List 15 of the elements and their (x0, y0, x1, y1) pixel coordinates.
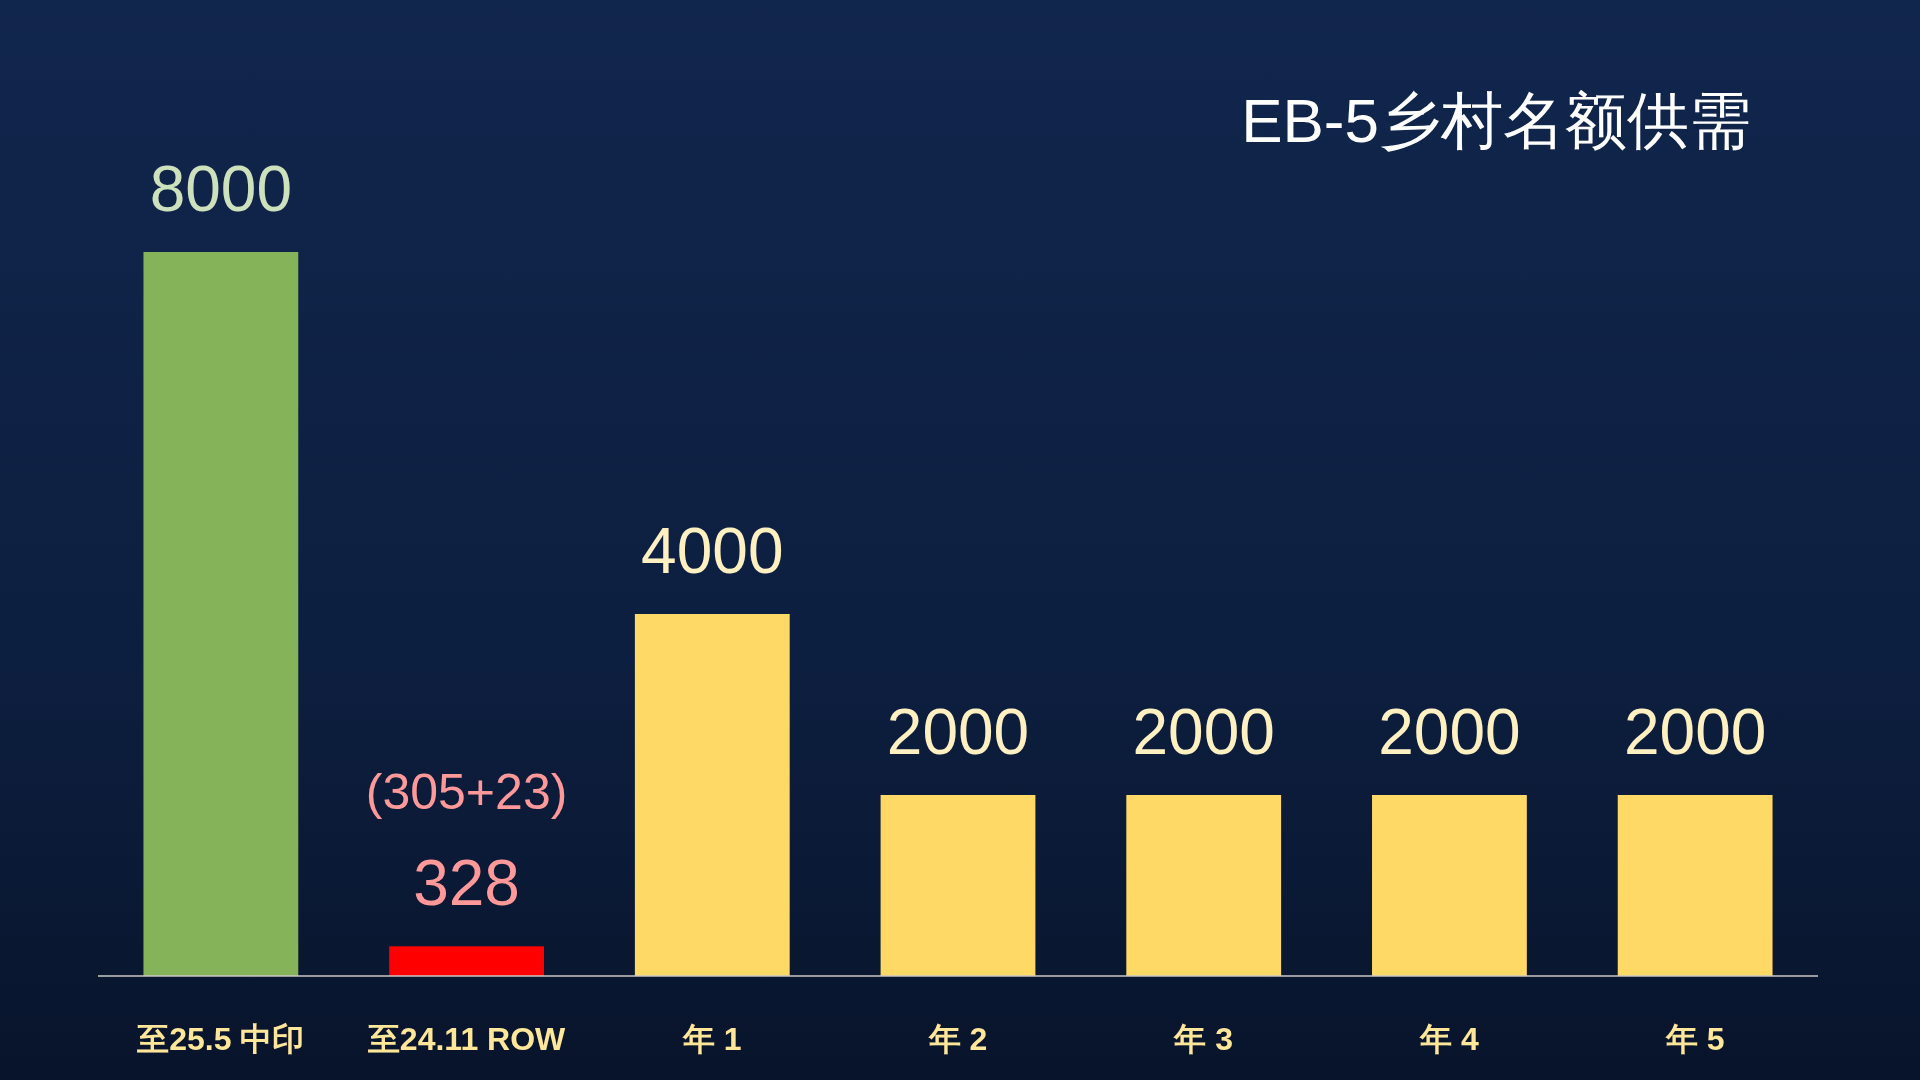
x-tick-label: 年 4 (1420, 1021, 1479, 1057)
x-tick-label: 年 1 (682, 1021, 742, 1057)
data-label: 2000 (886, 696, 1030, 768)
x-tick-label: 年 3 (1174, 1021, 1234, 1057)
data-label: 2000 (1378, 696, 1521, 768)
data-label: 2000 (1132, 696, 1275, 768)
x-tick-label: 至24.11 ROW (367, 1021, 566, 1057)
data-label: 8000 (149, 153, 293, 225)
title: EB-5乡村名额供需 (1241, 86, 1751, 155)
data-label: 4000 (641, 515, 784, 587)
x-tick-label: 年 5 (1665, 1021, 1725, 1057)
x-tick-label: 年 2 (928, 1021, 988, 1057)
data-label: 2000 (1623, 696, 1767, 768)
x-tick-label: 至25.5 中印 (137, 1021, 305, 1057)
data-label: 328 (413, 847, 520, 920)
